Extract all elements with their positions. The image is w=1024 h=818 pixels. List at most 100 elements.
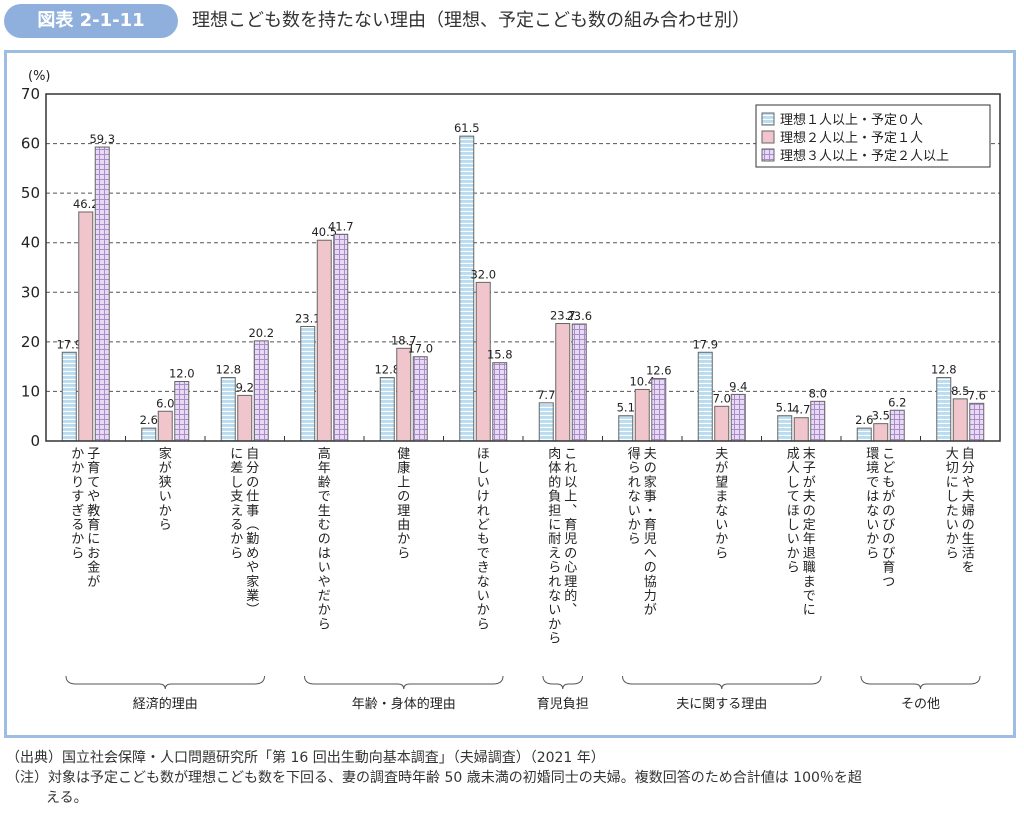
data-label: 6.2 (888, 395, 906, 409)
category-label-char: え (548, 546, 561, 561)
category-label-char: や (87, 490, 100, 505)
bar-series-3 (730, 393, 746, 442)
category-label-char: れ (628, 475, 641, 490)
category-label-char: 児 (564, 532, 577, 547)
figure-title: 理想こども数を持たない理由（理想、予定こども数の組み合わせ別） (192, 10, 750, 31)
category-label-char: で (477, 546, 490, 561)
category-label-char: び (882, 546, 895, 561)
category-label-char: か (71, 532, 84, 547)
category-label-char: や (318, 575, 331, 590)
data-label: 23.1 (295, 311, 321, 325)
category-label-char: 夫 (803, 490, 816, 505)
category-label-char: ︶ (246, 603, 259, 618)
category-label-char: か (477, 603, 490, 618)
bar-series-2 (316, 239, 332, 442)
data-label: 18.7 (391, 333, 417, 347)
category-label-char: に (548, 518, 561, 533)
category-label-char: 夫 (715, 447, 728, 462)
category-label-char: 年 (318, 461, 331, 476)
category-label-char: ら (477, 617, 490, 632)
category-label-char: 事 (246, 504, 259, 519)
data-label: 40.5 (311, 225, 337, 239)
category-label-char: か (866, 532, 879, 547)
category-label-char: 上 (397, 475, 410, 490)
category-label-char: い (866, 518, 879, 533)
data-label: 12.8 (931, 363, 957, 377)
category-label-char: ほ (787, 504, 800, 519)
y-tick-label: 70 (21, 85, 40, 103)
y-tick-label: 60 (21, 135, 40, 153)
category-label-char: き (477, 561, 490, 576)
data-label: 17.9 (692, 337, 718, 351)
category-label-char: 育 (564, 517, 577, 533)
figure-badge: 図表 2-1-11 (4, 4, 178, 38)
category-label-char: か (787, 546, 800, 561)
category-label-char: 育 (87, 460, 100, 476)
category-label-char: 教 (87, 503, 100, 519)
category-label-char: ら (866, 546, 879, 561)
category-label-char: か (946, 532, 959, 547)
category-label-char: 子 (803, 461, 816, 476)
category-label-char: が (644, 603, 657, 618)
category-label-char: め (246, 546, 259, 561)
category-label-char: か (159, 504, 172, 519)
category-label-char: の (882, 504, 895, 519)
note-line-1: （注）対象は予定こども数が理想こども数を下回る、妻の調査時年齢 50 歳未満の初… (6, 770, 862, 786)
category-label-char: す (71, 490, 84, 505)
category-label-char: か (715, 532, 728, 547)
data-label: 3.5 (872, 409, 890, 423)
y-tick-label: 10 (21, 382, 40, 400)
group-label: 育児負担 (537, 696, 589, 712)
category-label-char: い (787, 532, 800, 547)
category-label-char: れ (548, 575, 561, 590)
category-label-char: の (644, 461, 657, 476)
bar-series-2 (952, 398, 968, 442)
category-label-char: に (230, 447, 243, 462)
category-label-char: れ (477, 504, 490, 519)
bar-series-1 (697, 351, 713, 442)
category-label-char: 婦 (962, 503, 975, 519)
bar-series-2 (793, 417, 809, 442)
data-label: 4.7 (792, 403, 810, 417)
legend-swatch (761, 112, 775, 126)
data-label: 12.0 (169, 367, 195, 381)
category-label-char: 康 (397, 460, 410, 476)
category-label-char: 家 (159, 446, 172, 462)
group-label: 年齢・身体的理由 (352, 696, 456, 712)
category-label-char: 担 (548, 504, 561, 519)
data-label: 17.0 (407, 342, 433, 356)
category-label-char: ら (159, 518, 172, 533)
category-label-char: 自 (246, 447, 259, 462)
bar-series-1 (618, 415, 634, 442)
category-label-char: て (787, 490, 800, 505)
category-label-char: 負 (548, 490, 561, 505)
source-note: （出典）国立社会保障・人口問題研究所「第 16 回出生動向基本調査」（夫婦調査）… (6, 750, 605, 766)
category-label-char: 高 (318, 446, 331, 462)
category-label-char: 理 (397, 504, 410, 519)
y-tick-label: 40 (21, 234, 40, 252)
category-label-char: 理 (564, 575, 577, 590)
category-label-char: 健 (397, 447, 410, 462)
category-label-char: で (803, 589, 816, 604)
category-label-char: 年 (803, 532, 816, 547)
category-label-char: え (230, 504, 243, 519)
legend-swatch (761, 148, 775, 162)
category-label-char: お (87, 546, 100, 561)
category-label-char: ︑ (564, 504, 577, 519)
category-label-char: か (318, 603, 331, 618)
data-label: 7.7 (537, 388, 555, 402)
category-label-char: で (318, 490, 331, 505)
data-label: 7.0 (713, 391, 731, 405)
category-label-char: い (715, 518, 728, 533)
category-label-char: 的 (548, 474, 561, 490)
category-label-char: つ (882, 575, 895, 590)
data-label: 23.7 (550, 309, 576, 323)
data-label: 32.0 (470, 267, 496, 281)
category-label-char: ・ (644, 504, 657, 519)
category-label-char: ︑ (564, 603, 577, 618)
data-label: 20.2 (248, 326, 274, 340)
category-label-char: な (628, 490, 641, 505)
